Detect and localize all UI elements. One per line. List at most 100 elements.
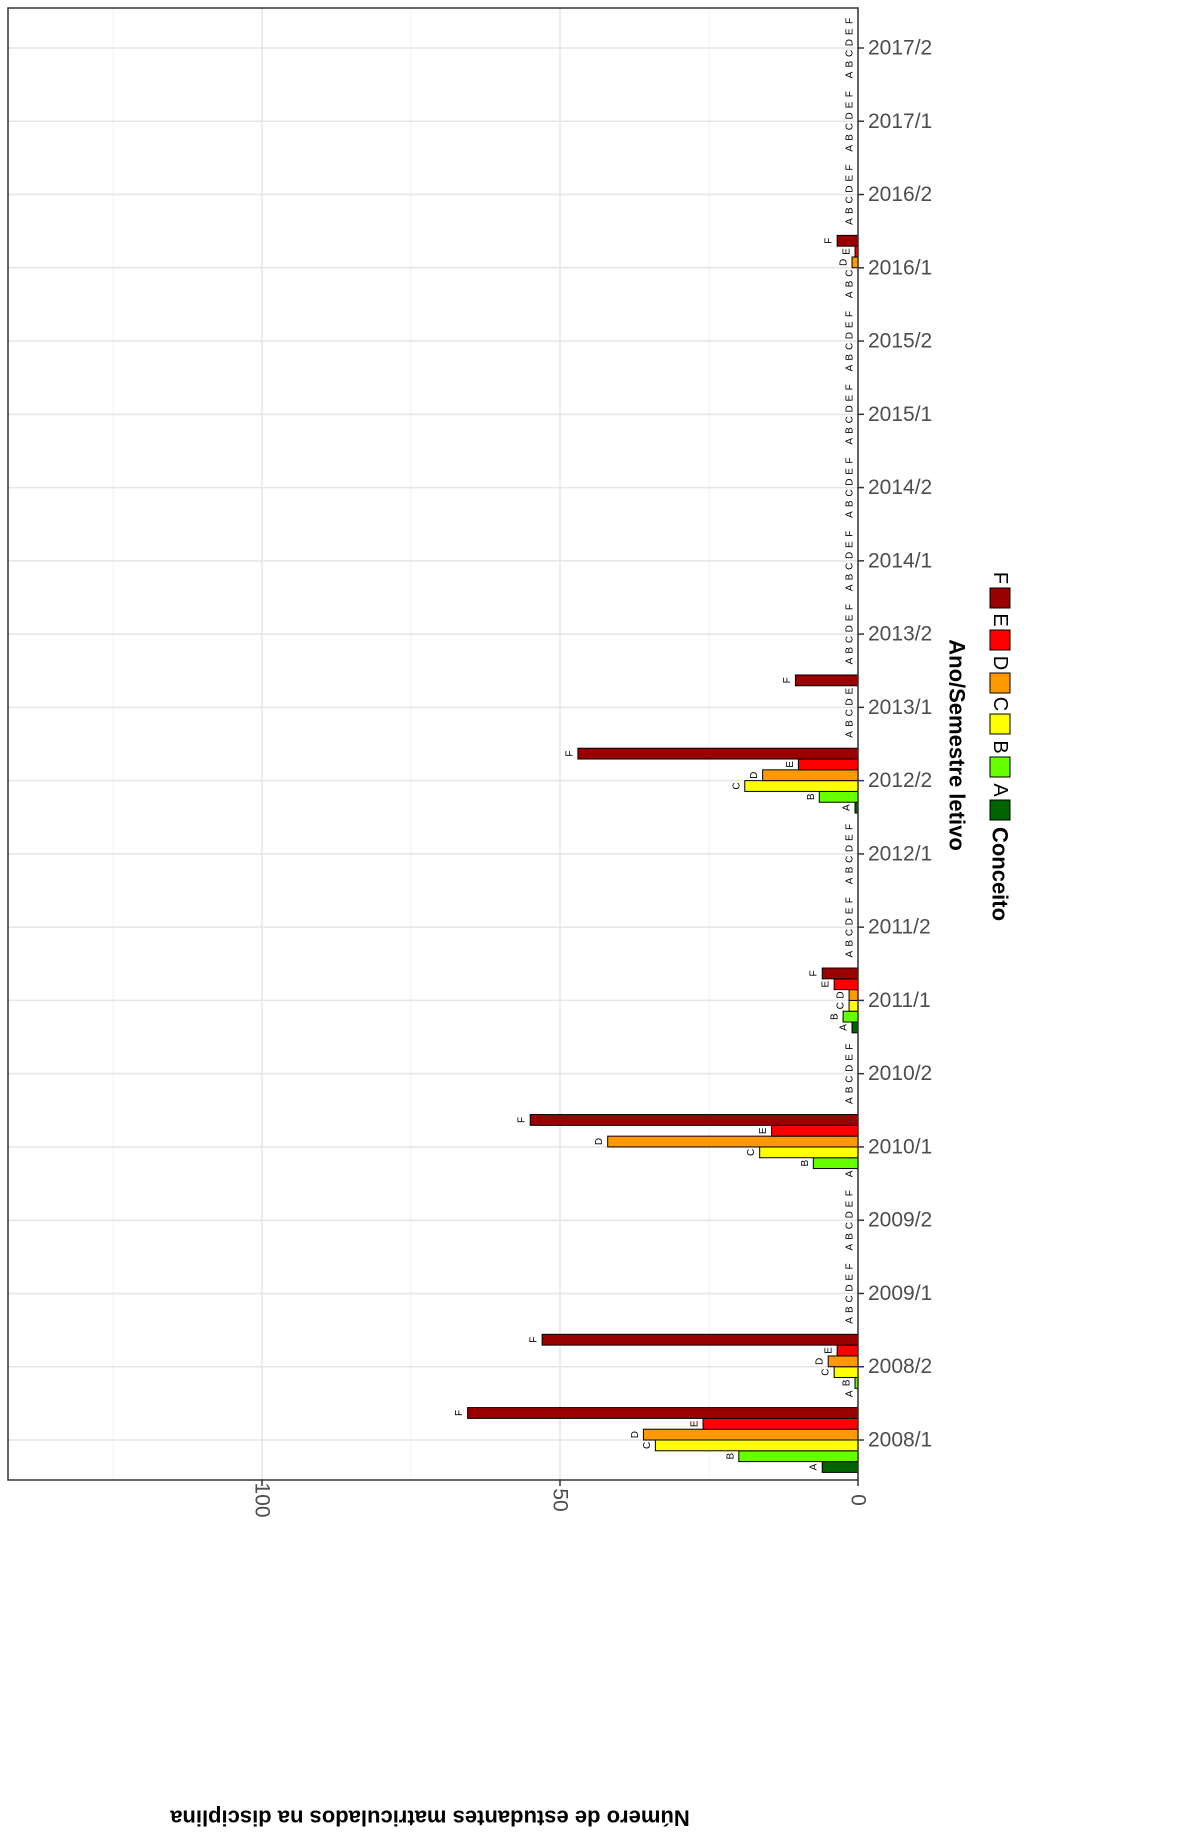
bar-label-2015-1-B: B xyxy=(845,427,856,434)
bar-label-2009-2-A: A xyxy=(845,1244,856,1251)
bar-label-2017-2-D: D xyxy=(845,39,856,46)
bar-label-2014-1-F: F xyxy=(845,531,856,537)
bar-label-2011-2-E: E xyxy=(845,907,856,914)
bar-2011-1-A xyxy=(851,1021,859,1034)
bar-label-2009-1-A: A xyxy=(845,1317,856,1324)
bar-label-2010-1-C: C xyxy=(746,1149,757,1156)
bar-label-2013-2-F: F xyxy=(845,604,856,610)
bar-label-2013-2-B: B xyxy=(845,647,856,654)
bar-label-2014-2-A: A xyxy=(845,511,856,518)
value-tick-label: 50 xyxy=(549,1488,572,1511)
bar-label-2017-2-A: A xyxy=(845,71,856,78)
legend: Conceito A B C D E F xyxy=(988,572,1013,921)
bar-label-2017-2-F: F xyxy=(845,18,856,24)
bar-label-2013-2-A: A xyxy=(845,657,856,664)
category-tick-label: 2013/2 xyxy=(868,623,932,646)
bar-label-2013-2-C: C xyxy=(845,636,856,643)
bar-label-2011-2-A: A xyxy=(845,950,856,957)
grid-layer xyxy=(8,8,859,1480)
bar-label-2014-1-A: A xyxy=(845,584,856,591)
bar-label-2011-1-E: E xyxy=(821,981,832,988)
category-tick-label: 2015/2 xyxy=(868,330,932,353)
bar-label-2009-2-D: D xyxy=(845,1211,856,1218)
bar-label-2017-2-C: C xyxy=(845,50,856,57)
bar-2012-2-B xyxy=(818,790,859,803)
bar-label-2012-1-A: A xyxy=(845,877,856,884)
bar-label-2017-2-B: B xyxy=(845,61,856,68)
bar-label-2011-1-A: A xyxy=(839,1024,850,1031)
bar-label-2008-2-A: A xyxy=(845,1390,856,1397)
bar-label-2008-2-D: D xyxy=(815,1358,826,1365)
bar-2010-1-E xyxy=(771,1124,859,1137)
bar-2008-1-A xyxy=(821,1461,859,1473)
bar-2011-1-F xyxy=(821,967,859,980)
bar-label-2009-1-E: E xyxy=(845,1274,856,1281)
bar-label-2014-1-E: E xyxy=(845,541,856,548)
bar-2012-2-E xyxy=(797,758,859,771)
bar-label-2009-2-B: B xyxy=(845,1233,856,1240)
bar-label-2016-1-E: E xyxy=(842,248,853,255)
bar-2011-1-E xyxy=(833,978,859,991)
bar-label-2014-2-B: B xyxy=(845,500,856,507)
ticks-layer: 2008/1 2008/2 2009/1 2009/2 2010/1 2010/2 2011… xyxy=(251,37,933,1518)
bar-label-2016-1-C: C xyxy=(845,270,856,277)
legend-label-E: E xyxy=(989,613,1011,626)
plot-border xyxy=(7,7,859,1481)
bar-label-2010-2-E: E xyxy=(845,1054,856,1061)
bar-labels-layer: ABCDEFABCDEFABCDEFABCDEFABCDEFABCDEFABCD… xyxy=(454,18,855,1470)
bar-label-2009-1-B: B xyxy=(845,1306,856,1313)
bar-2010-1-C xyxy=(759,1146,859,1159)
bar-label-2015-1-C: C xyxy=(845,416,856,423)
bar-label-2015-1-F: F xyxy=(845,384,856,390)
bar-label-2009-1-C: C xyxy=(845,1295,856,1302)
legend-title: Conceito xyxy=(988,827,1013,921)
bar-label-2017-1-E: E xyxy=(845,101,856,108)
category-tick-label: 2009/2 xyxy=(868,1209,932,1232)
bar-label-2012-2-B: B xyxy=(806,793,817,800)
bar-label-2010-1-D: D xyxy=(594,1138,605,1145)
legend-key-C xyxy=(989,713,1011,735)
bar-label-2017-1-C: C xyxy=(845,123,856,130)
bar-2010-1-D xyxy=(607,1135,859,1148)
legend-label-C: C xyxy=(989,697,1011,711)
category-tick-label: 2009/1 xyxy=(868,1282,932,1305)
bar-label-2016-1-A: A xyxy=(845,291,856,298)
bar-label-2013-1-B: B xyxy=(845,720,856,727)
category-tick-label: 2017/1 xyxy=(868,110,932,133)
bar-label-2015-2-B: B xyxy=(845,354,856,361)
category-tick-label: 2011/1 xyxy=(868,989,931,1012)
bar-2008-2-D xyxy=(827,1355,859,1368)
category-tick-label: 2010/2 xyxy=(868,1062,932,1085)
bar-label-2015-1-A: A xyxy=(845,438,856,445)
y-axis-title: Número de estudantes matriculados na dis… xyxy=(169,1806,689,1831)
bar-label-2016-2-C: C xyxy=(845,196,856,203)
bar-label-2011-1-C: C xyxy=(836,1002,847,1009)
value-tick-label: 0 xyxy=(847,1494,870,1506)
bar-label-2010-1-F: F xyxy=(517,1117,528,1123)
category-tick-label: 2012/1 xyxy=(868,842,932,865)
bar-label-2008-1-B: B xyxy=(725,1453,736,1460)
category-tick-label: 2013/1 xyxy=(868,696,932,719)
bar-2011-1-B xyxy=(842,1010,859,1023)
bar-label-2011-2-B: B xyxy=(845,940,856,947)
bar-label-2011-1-B: B xyxy=(830,1013,841,1020)
bar-label-2013-1-D: D xyxy=(845,698,856,705)
bar-2011-1-C xyxy=(848,999,859,1012)
bar-label-2014-1-D: D xyxy=(845,552,856,559)
bar-2016-1-F xyxy=(836,234,859,247)
bar-label-2009-2-F: F xyxy=(845,1190,856,1196)
bar-label-2015-1-E: E xyxy=(845,394,856,401)
bar-label-2016-2-F: F xyxy=(845,164,856,170)
bar-label-2017-1-F: F xyxy=(845,91,856,97)
legend-key-D xyxy=(989,672,1011,694)
bar-label-2012-2-D: D xyxy=(749,772,760,779)
bar-label-2008-1-C: C xyxy=(642,1442,653,1449)
bar-label-2013-2-E: E xyxy=(845,614,856,621)
bar-2008-2-E xyxy=(836,1344,859,1357)
bar-label-2015-2-E: E xyxy=(845,321,856,328)
bar-label-2009-2-C: C xyxy=(845,1222,856,1229)
bar-label-2010-2-A: A xyxy=(845,1097,856,1104)
legend-label-B: B xyxy=(989,740,1011,753)
bar-label-2012-1-D: D xyxy=(845,845,856,852)
